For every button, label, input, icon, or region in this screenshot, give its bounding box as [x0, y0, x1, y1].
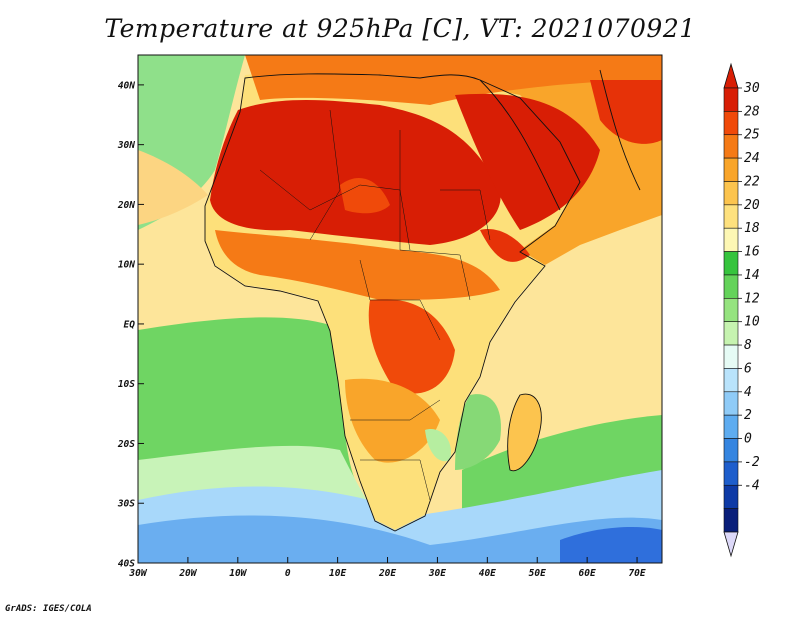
canary-warm-tongue	[138, 150, 208, 225]
colorbar-swatch	[723, 227, 739, 252]
lat-tick-label: 20N	[117, 200, 135, 211]
lon-tick-label: 50E	[529, 568, 546, 579]
lon-tick-label: 10W	[229, 568, 247, 579]
lat-tick-label: 40S	[118, 559, 135, 570]
lon-tick-label: 0	[285, 568, 291, 579]
lon-tick-label: 10E	[329, 568, 346, 579]
credit-text: GrADS: IGES/COLA	[5, 604, 92, 614]
colorbar-swatch	[723, 181, 739, 206]
colorbar-swatch	[723, 368, 739, 393]
lon-tick-label: 20E	[378, 568, 396, 579]
colorbar-swatch	[723, 414, 739, 439]
southern-africa-orange	[345, 378, 440, 463]
lat-tick-label: 40N	[118, 80, 135, 91]
colorbar-swatch	[723, 134, 739, 159]
colorbar-label: 8	[744, 338, 752, 353]
lat-tick-label: 30N	[117, 140, 135, 151]
colorbar-swatch	[723, 461, 739, 486]
lon-tick-label: 60E	[579, 568, 596, 579]
colorbar-label: 4	[744, 385, 752, 400]
colorbar-label: 2	[744, 408, 752, 423]
lat-tick-label: 30S	[117, 499, 135, 510]
colorbar-label: -4	[744, 478, 760, 493]
southern-ocean-deep-blue	[560, 527, 662, 563]
southern-ocean-blue	[138, 515, 662, 563]
colorbar-label: 24	[744, 151, 760, 166]
coastlines	[204, 69, 641, 532]
red-sea-hot-patch	[480, 229, 530, 262]
central-africa-warm	[368, 299, 455, 394]
colorbar-label: 6	[744, 361, 752, 376]
lon-tick-label: 20W	[178, 568, 197, 579]
colorbar-top-arrow	[723, 62, 739, 89]
sahara-inner-patch	[340, 177, 390, 214]
colorbar-label: 12	[744, 291, 760, 306]
lat-tick-label: 10N	[118, 260, 135, 271]
map-field	[138, 55, 662, 563]
colorbar-label: 18	[744, 221, 760, 236]
colorbar-swatch	[723, 484, 739, 509]
colorbar-swatch	[723, 508, 739, 533]
map-title: Temperature at 925hPa [C], VT: 202107092…	[104, 14, 696, 43]
iran-hot-zone	[590, 80, 662, 144]
colorbar-label: 30	[743, 81, 760, 96]
colorbar-label: 20	[744, 198, 760, 213]
lat-tick-label: EQ	[124, 319, 136, 330]
lat-tick-label: 20S	[117, 439, 135, 450]
lon-tick-label: 70E	[628, 568, 645, 579]
map-frame	[137, 54, 663, 564]
colorbar-swatch	[723, 344, 739, 369]
colorbar-swatch	[723, 321, 739, 346]
mozambique-green-patch	[425, 429, 451, 462]
colorbar-swatch	[723, 274, 739, 299]
colorbar-label: 10	[744, 315, 760, 330]
east-africa-green	[455, 394, 501, 470]
colorbar-label: 22	[744, 174, 760, 189]
colorbar-swatch	[723, 157, 739, 182]
madagascar	[507, 394, 542, 471]
lon-tick-label: 30E	[428, 568, 446, 579]
colorbar-label: 16	[744, 245, 760, 260]
colorbar-swatch	[723, 204, 739, 229]
colorbar-label: -2	[744, 455, 760, 470]
colorbar-swatch	[723, 391, 739, 416]
lon-tick-label: 30W	[128, 568, 147, 579]
colorbar-label: 25	[744, 128, 760, 143]
sahara-hot-core	[210, 100, 501, 245]
lon-tick-label: 40E	[479, 568, 496, 579]
sahel-warm-band	[215, 230, 500, 300]
country-borders	[259, 109, 491, 501]
colorbar-swatch	[723, 298, 739, 322]
colorbar-swatch	[723, 111, 739, 136]
colorbar-swatch	[723, 438, 739, 463]
colorbar-swatch	[723, 87, 739, 112]
north-strip-warm	[245, 55, 662, 105]
colorbar-label: 28	[744, 104, 760, 119]
colorbar-label: 14	[744, 268, 760, 283]
colorbar-swatch	[723, 251, 739, 276]
lat-tick-label: 10S	[118, 379, 135, 390]
colorbar-bottom-arrow	[723, 531, 739, 558]
colorbar-label: 0	[744, 432, 752, 447]
arabia-hot-core	[455, 93, 600, 231]
